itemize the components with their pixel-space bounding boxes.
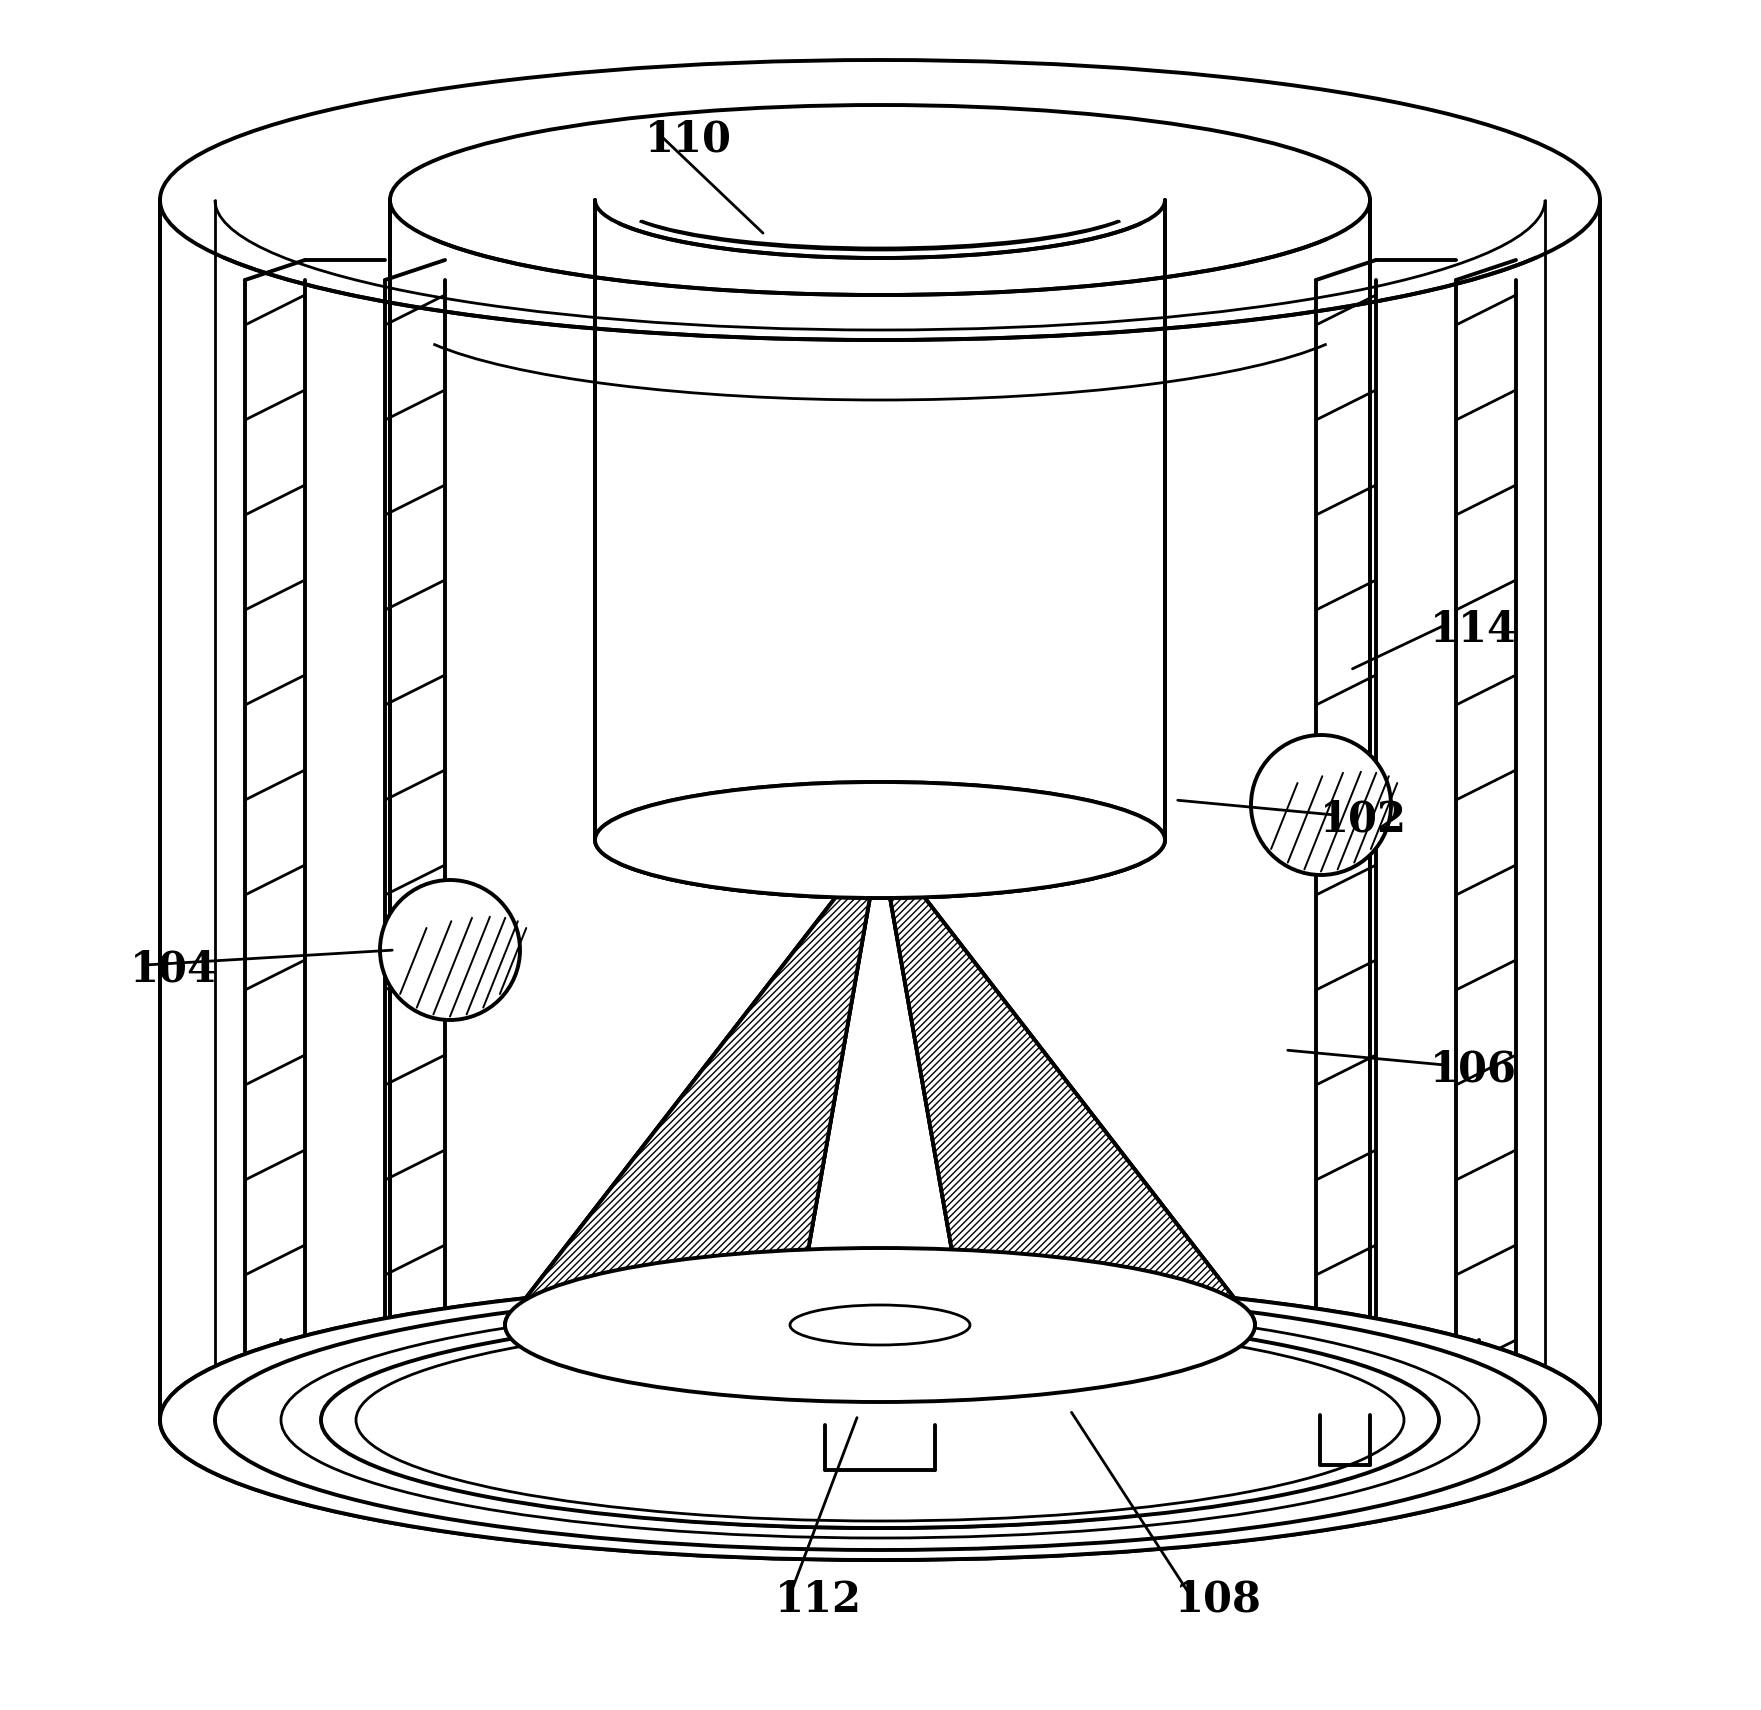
Ellipse shape <box>160 1281 1601 1560</box>
Ellipse shape <box>505 1253 1256 1397</box>
Circle shape <box>380 881 519 1019</box>
Polygon shape <box>880 840 1256 1325</box>
Text: 106: 106 <box>1430 1048 1516 1091</box>
Polygon shape <box>880 840 1256 1325</box>
Text: 104: 104 <box>130 949 217 992</box>
Ellipse shape <box>336 1312 1425 1529</box>
Text: 102: 102 <box>1321 799 1407 841</box>
Ellipse shape <box>505 1255 1256 1395</box>
Circle shape <box>1250 735 1391 876</box>
Text: 110: 110 <box>645 120 733 161</box>
Ellipse shape <box>505 1248 1256 1402</box>
Polygon shape <box>505 840 880 1325</box>
Text: 108: 108 <box>1175 1578 1263 1621</box>
Text: 114: 114 <box>1430 609 1516 652</box>
Ellipse shape <box>595 781 1166 898</box>
Text: 112: 112 <box>775 1578 861 1621</box>
Ellipse shape <box>595 781 1166 898</box>
Ellipse shape <box>160 1281 1601 1560</box>
Ellipse shape <box>321 1312 1439 1529</box>
Polygon shape <box>505 840 880 1325</box>
